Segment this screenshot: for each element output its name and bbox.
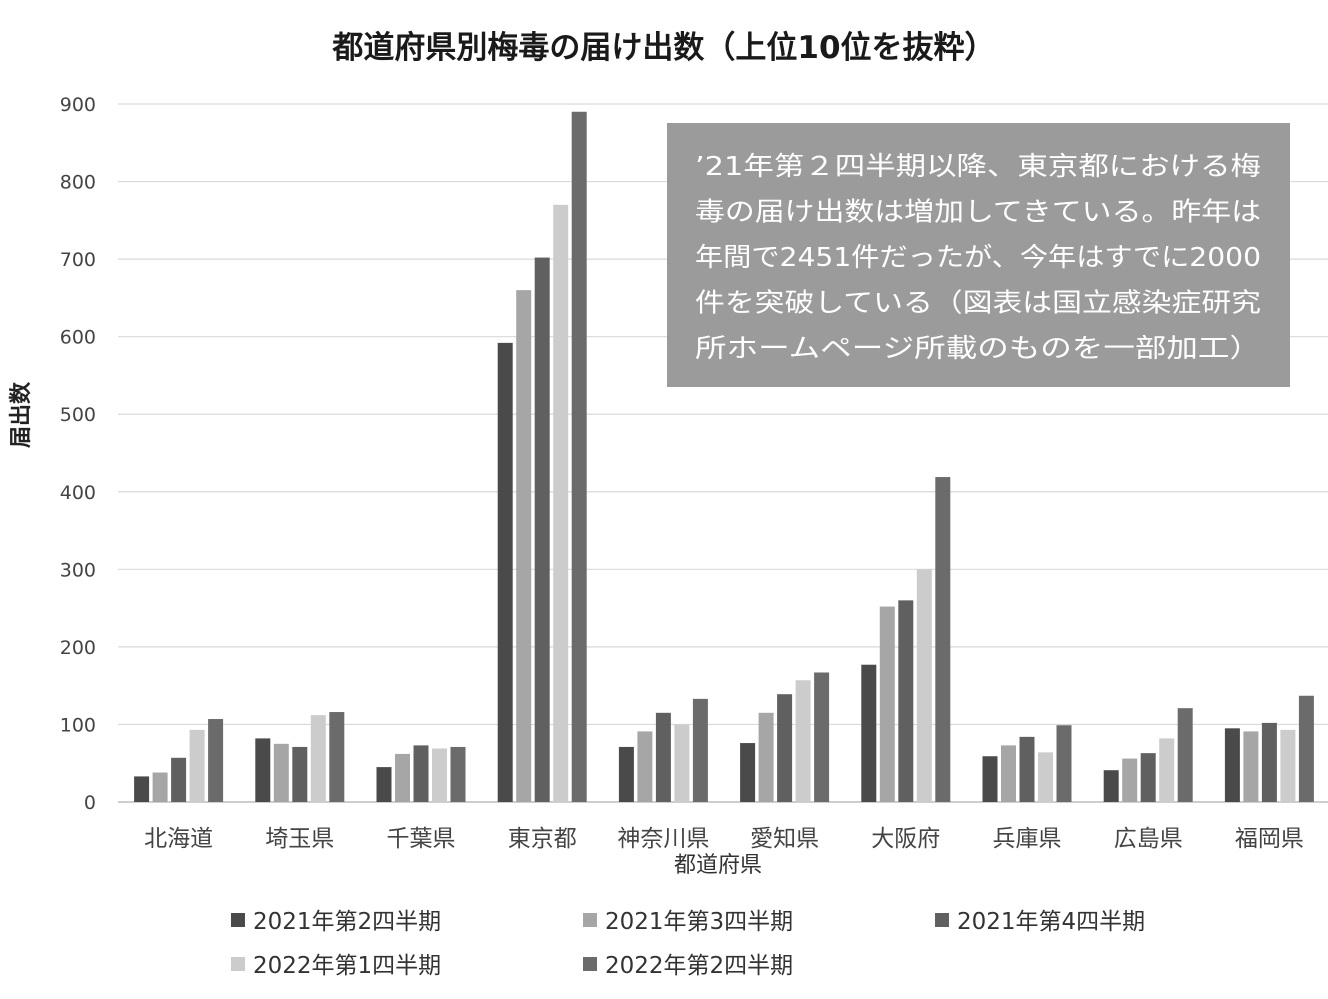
y-tick-label: 400 — [60, 482, 96, 504]
annotation-box: ’21年第２四半期以降、東京都における梅毒の届け出数は増加してきている。昨年は年… — [667, 123, 1290, 387]
bar — [376, 767, 392, 802]
x-tick-label: 兵庫県 — [993, 826, 1062, 852]
bar — [1001, 745, 1016, 802]
bar — [1103, 770, 1119, 802]
bar — [413, 745, 429, 802]
y-tick-label: 300 — [60, 559, 96, 581]
bar — [1056, 725, 1072, 802]
y-tick-label: 800 — [60, 172, 96, 194]
bar — [1159, 738, 1175, 802]
x-tick-label: 千葉県 — [387, 826, 456, 852]
legend-swatch — [935, 913, 949, 927]
x-tick-label: 北海道 — [144, 826, 213, 852]
bar — [310, 715, 326, 802]
bar — [1019, 736, 1035, 802]
bar — [777, 694, 793, 802]
y-axis-label: 届出数 — [8, 381, 34, 448]
chart-title: 都道府県別梅毒の届け出数（上位10位を抜粋） — [331, 30, 995, 66]
bars — [134, 111, 1314, 803]
bar — [497, 342, 513, 802]
bar — [273, 743, 289, 802]
bar — [450, 746, 466, 802]
bar — [982, 756, 998, 802]
y-tick-label: 500 — [60, 404, 96, 426]
legend: 2021年第2四半期 2021年第3四半期 2021年第4四半期 2022年第1四半期… — [231, 909, 1145, 979]
legend-label: 2021年第2四半期 — [253, 909, 441, 935]
legend-swatch — [231, 957, 245, 971]
bar — [898, 600, 914, 802]
y-tick-label: 900 — [60, 94, 96, 116]
bar — [795, 680, 811, 802]
bar — [674, 724, 690, 802]
bar — [655, 712, 671, 802]
x-axis-label: 都道府県 — [674, 853, 762, 878]
bar — [432, 748, 447, 802]
y-tick-label: 100 — [60, 714, 96, 736]
bar — [879, 606, 895, 802]
x-tick-label: 神奈川県 — [617, 826, 709, 852]
annotation-line: 毒の届け出数は増加してきている。昨年は — [695, 198, 1261, 228]
bar — [758, 712, 774, 802]
bar — [637, 731, 653, 802]
bar — [1038, 752, 1053, 802]
bar — [618, 746, 634, 802]
legend-label: 2022年第2四半期 — [605, 953, 793, 979]
bar — [861, 664, 877, 802]
bar — [189, 729, 205, 802]
annotation-line: 年間で2451件だったが、今年はすでに2000 — [695, 243, 1261, 273]
x-tick-label: 愛知県 — [750, 826, 819, 852]
y-tick-label: 700 — [60, 249, 96, 271]
bar — [1280, 729, 1296, 802]
bar — [152, 772, 168, 802]
annotation-line: 所ホームページ所載のものを一部加工） — [695, 334, 1261, 364]
y-tick-labels: 0 100 200 300 400 500 600 700 800 900 — [60, 94, 96, 814]
bar — [1298, 695, 1314, 802]
bar — [516, 290, 532, 802]
legend-label: 2022年第1四半期 — [253, 953, 441, 979]
annotation-background — [667, 123, 1290, 387]
y-tick-label: 600 — [60, 327, 96, 349]
bar — [571, 111, 587, 802]
bar — [1177, 708, 1193, 802]
x-tick-labels: 北海道 埼玉県 千葉県 東京都 神奈川県 愛知県 大阪府 兵庫県 広島県 福岡県 — [144, 826, 1304, 852]
bar — [292, 746, 308, 802]
x-tick-label: 広島県 — [1114, 826, 1183, 852]
bar — [1243, 731, 1259, 802]
bar — [1122, 758, 1138, 802]
legend-label: 2021年第3四半期 — [605, 909, 793, 935]
y-tick-label: 0 — [84, 792, 96, 814]
bar — [134, 776, 150, 802]
annotation-line: ’21年第２四半期以降、東京都における梅 — [695, 152, 1261, 182]
bar — [553, 204, 569, 803]
bar — [1261, 722, 1277, 802]
legend-swatch — [583, 913, 597, 927]
bar — [1140, 753, 1156, 802]
x-tick-label: 東京都 — [508, 826, 577, 852]
x-tick-label: 大阪府 — [871, 826, 940, 852]
bar — [329, 712, 345, 802]
x-tick-label: 埼玉県 — [265, 826, 334, 852]
legend-swatch — [583, 957, 597, 971]
bar — [692, 698, 708, 802]
bar — [171, 757, 187, 802]
bar — [395, 753, 410, 802]
legend-swatch — [231, 913, 245, 927]
bar — [740, 743, 756, 802]
x-tick-label: 福岡県 — [1235, 826, 1304, 852]
legend-label: 2021年第4四半期 — [957, 909, 1145, 935]
bar — [255, 738, 271, 802]
y-tick-label: 200 — [60, 637, 96, 659]
bar — [916, 569, 932, 802]
bar — [208, 719, 224, 802]
annotation-line: 件を突破している（図表は国立感染症研究 — [695, 289, 1261, 319]
bar — [1224, 728, 1240, 802]
bar — [935, 477, 951, 802]
bar — [534, 257, 550, 802]
bar — [814, 672, 830, 802]
